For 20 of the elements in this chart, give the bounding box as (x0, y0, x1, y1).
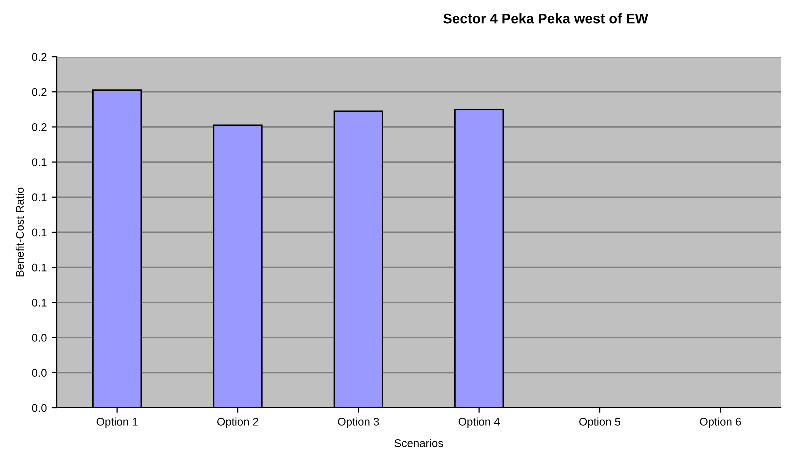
chart-title: Sector 4 Peka Peka west of EW (444, 14, 648, 24)
y-tick-label: 0.1 (32, 194, 47, 202)
x-tick-label: Option 5 (580, 418, 621, 428)
y-tick-label: 0.1 (32, 228, 47, 237)
y-tick-label: 0.0 (32, 334, 47, 342)
y-tick-label: 0.1 (32, 158, 47, 166)
y-tick-label: 0.0 (32, 369, 47, 378)
x-axis-title: Scenarios (394, 439, 444, 448)
y-tick-label: 0.1 (32, 264, 47, 272)
x-tick-label: Option 3 (338, 418, 380, 428)
x-tick-label: Option 2 (218, 418, 258, 428)
y-tick-label: 0.2 (32, 88, 47, 96)
y-tick-label: 0.1 (32, 298, 47, 307)
x-tick-label: Option 1 (96, 418, 138, 428)
x-tick-label: Option 4 (458, 418, 500, 428)
x-tick-label: Option 6 (700, 418, 742, 428)
y-axis-title: Benefit-Cost Ratio (16, 188, 24, 277)
y-tick-label: 0.2 (32, 53, 47, 62)
y-tick-label: 0.0 (32, 404, 47, 412)
y-tick-label: 0.2 (32, 123, 47, 132)
